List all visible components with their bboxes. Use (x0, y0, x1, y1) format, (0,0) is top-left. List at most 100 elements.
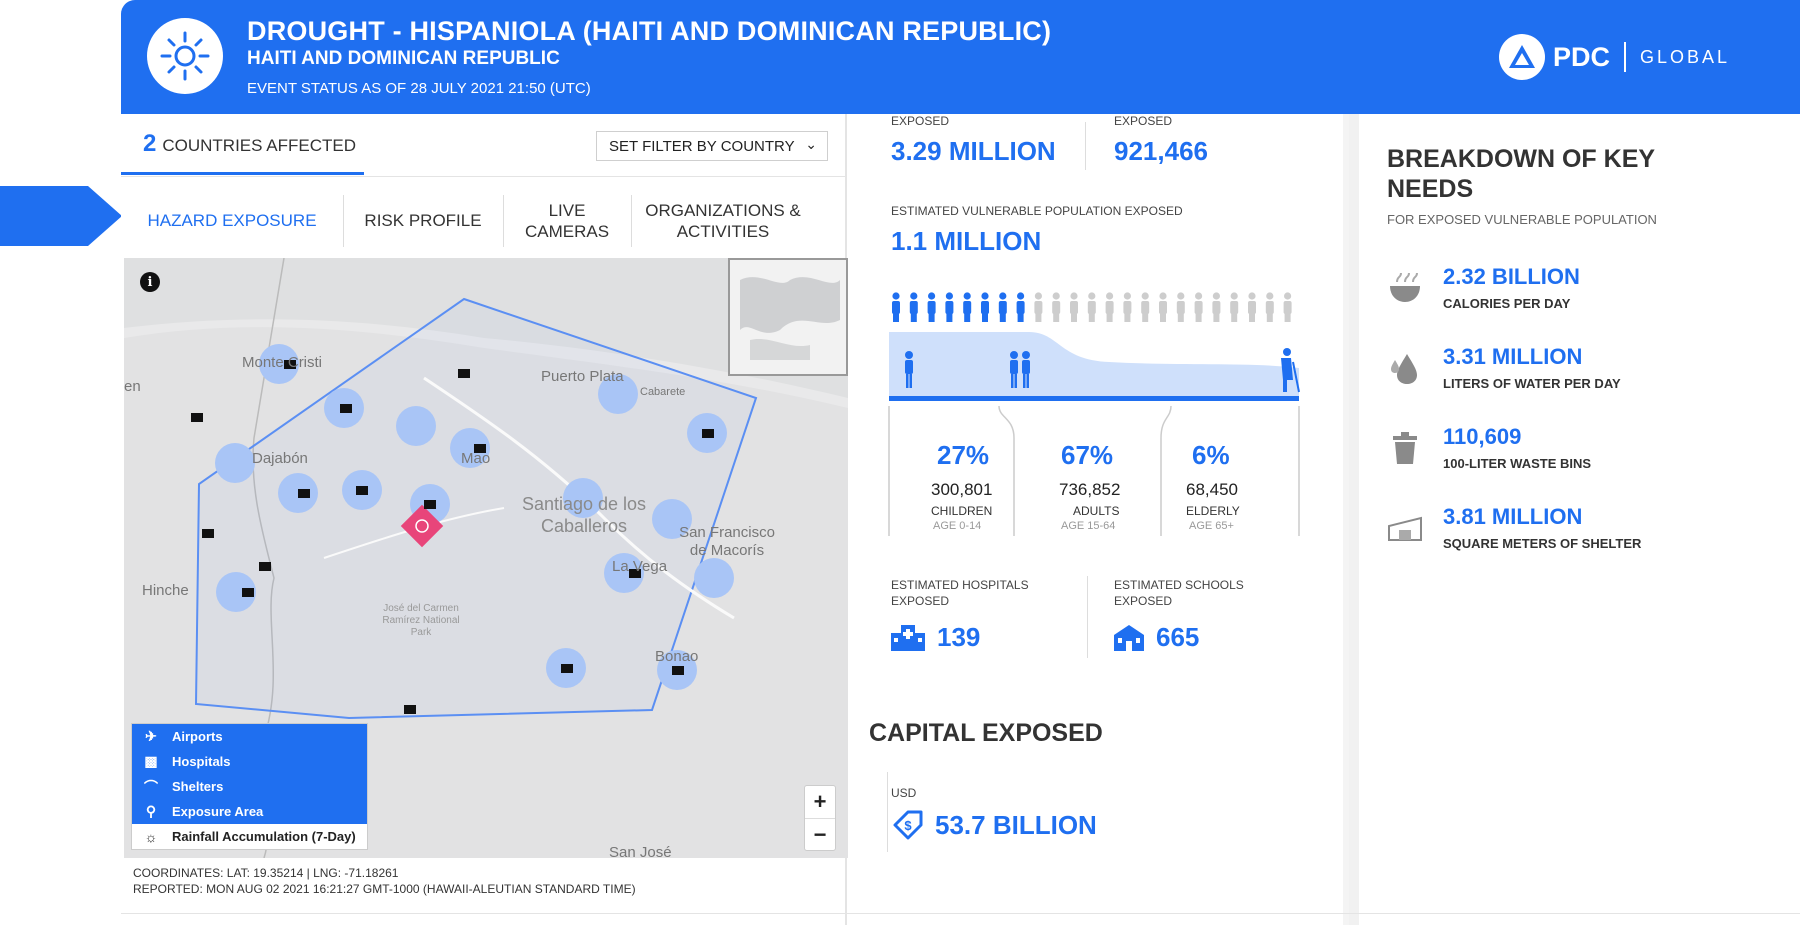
exposure-panel: EXPOSED 3.29 MILLION EXPOSED 921,466 EST… (849, 114, 1459, 925)
adults-percent: 67% (1061, 440, 1114, 470)
rainfall-icon: ☼ (144, 828, 158, 845)
person-figure-icon (1283, 292, 1292, 322)
map-label-monte-cristi: Monte Cristi (242, 354, 323, 371)
tab-live-cameras[interactable]: LIVE CAMERAS (524, 200, 610, 241)
zoom-out-button[interactable]: − (805, 818, 835, 850)
zoom-in-button[interactable]: + (813, 789, 827, 814)
airplane-icon: ✈ (145, 728, 157, 744)
key-needs-title: BREAKDOWN OF KEY NEEDS (1387, 145, 1655, 203)
countries-affected[interactable]: 2 COUNTRIES AFFECTED (143, 130, 356, 158)
chevron-down-icon: ⌄ (805, 136, 817, 152)
person-figure-icon (892, 292, 900, 322)
children-percent: 27% (937, 440, 990, 470)
shelter-icon (1388, 516, 1422, 541)
svg-text:$: $ (904, 818, 912, 833)
pdc-global-logo[interactable]: PDC GLOBAL (1498, 34, 1730, 80)
children-label: CHILDREN (931, 504, 993, 518)
map-label-san-francisco: San Francisco de Macorís (679, 524, 775, 559)
legend-label: Shelters (172, 779, 224, 794)
need-shelter-value: 3.81 MILLION (1443, 504, 1583, 529)
drought-sun-icon (147, 18, 223, 94)
schools-exposed-label: ESTIMATED SCHOOLS EXPOSED (1114, 578, 1244, 608)
legend-label: Airports (172, 729, 223, 744)
elderly-age: AGE 65+ (1189, 520, 1234, 532)
panel-scrollbar[interactable] (1343, 114, 1349, 925)
person-figure-icon (1087, 292, 1096, 322)
need-calories-value: 2.32 BILLION (1443, 264, 1580, 289)
country-filter-select[interactable]: SET FILTER BY COUNTRY ⌄ (596, 131, 828, 161)
person-figure-icon (963, 292, 972, 322)
legend-exposure-area[interactable]: ⚲ Exposure Area (132, 799, 367, 824)
need-shelter: 3.81 MILLION SQUARE METERS OF SHELTER (1387, 504, 1787, 554)
schools-exposed: 665 (1114, 622, 1199, 653)
person-figure-icon (998, 292, 1007, 322)
person-figure-icon (909, 292, 918, 322)
hospital-icon: ▩ (144, 753, 158, 769)
countries-underline (121, 172, 364, 175)
tab-divider (631, 195, 632, 247)
countries-label: COUNTRIES AFFECTED (162, 136, 356, 155)
adults-age: AGE 15-64 (1061, 520, 1116, 532)
event-subtitle: HAITI AND DOMINICAN REPUBLIC (247, 48, 560, 69)
adults-count: 736,852 (1059, 480, 1121, 499)
person-figure-icon (1159, 292, 1167, 322)
shelter-icon: ⌒ (144, 778, 158, 795)
need-waste-bins-value: 110,609 (1443, 424, 1522, 449)
need-waste-bins-label: 100-LITER WASTE BINS (1443, 456, 1592, 471)
elderly-count: 68,450 (1186, 480, 1238, 499)
legend-airports[interactable]: ✈ Airports (132, 724, 367, 749)
person-figure-icon (1230, 292, 1239, 322)
info-icon[interactable]: i (140, 272, 160, 292)
legend-shelters[interactable]: ⌒ Shelters (132, 774, 367, 799)
key-needs-subtitle: FOR EXPOSED VULNERABLE POPULATION (1387, 212, 1657, 227)
countries-count: 2 (143, 130, 157, 157)
hospitals-exposed-label: ESTIMATED HOSPITALS EXPOSED (891, 578, 1029, 608)
event-status: EVENT STATUS AS OF 28 JULY 2021 21:50 (U… (247, 80, 591, 97)
person-figure-icon (1176, 292, 1185, 322)
legend-hospitals[interactable]: ▩ Hospitals (132, 749, 367, 774)
school-building-icon (1114, 624, 1144, 651)
filter-label: SET FILTER BY COUNTRY (609, 137, 795, 155)
population-pictogram (889, 292, 1300, 401)
person-figure-icon (945, 292, 954, 322)
legend-label: Rainfall Accumulation (7-Day) (172, 829, 356, 844)
stat-divider (1085, 122, 1086, 170)
tab-risk-profile[interactable]: RISK PROFILE (364, 211, 482, 231)
map-label-santiago: Santiago de los Caballeros (521, 494, 647, 536)
person-figure-icon (1141, 292, 1150, 322)
need-shelter-label: SQUARE METERS OF SHELTER (1443, 536, 1642, 551)
waste-bin-icon (1393, 432, 1417, 464)
callout-arrow (0, 186, 122, 246)
person-figure-icon (1265, 292, 1274, 322)
person-figure-icon (981, 292, 989, 322)
overview-minimap[interactable] (728, 258, 848, 376)
group-connectors (888, 405, 1300, 536)
money-tag-icon: $ (893, 810, 923, 840)
need-calories-label: CALORIES PER DAY (1443, 296, 1571, 311)
hazard-map[interactable]: en Monte Cristi Puerto Plata Cabarete Da… (124, 258, 848, 858)
brand-divider (1623, 42, 1626, 72)
legend-rainfall[interactable]: ☼ Rainfall Accumulation (7-Day) (132, 824, 367, 849)
hospital-building-icon (891, 624, 925, 651)
need-water-label: LITERS OF WATER PER DAY (1443, 376, 1621, 391)
map-label-la-vega: La Vega (612, 558, 668, 575)
event-title: DROUGHT - HISPANIOLA (HAITI AND DOMINICA… (247, 16, 1052, 46)
person-figure-icon (1248, 292, 1256, 322)
schools-exposed-value: 665 (1156, 622, 1200, 652)
legend-label: Hospitals (172, 754, 231, 769)
capital-exposed: $ 53.7 BILLION (891, 808, 1097, 842)
person-figure-icon (1016, 292, 1025, 322)
tab-divider (343, 195, 344, 247)
tab-organizations-activities[interactable]: ORGANIZATIONS & ACTIVITIES (645, 200, 801, 241)
map-label-puerto-plata: Puerto Plata (541, 368, 624, 385)
need-waste-bins: 110,609 100-LITER WASTE BINS (1387, 424, 1787, 474)
vulnerable-population-label: ESTIMATED VULNERABLE POPULATION EXPOSED (891, 204, 1183, 218)
left-panel: 2 COUNTRIES AFFECTED SET FILTER BY COUNTR… (121, 114, 847, 925)
pdc-logo-mark-icon (1498, 34, 1545, 80)
water-drops-icon (1391, 354, 1417, 384)
map-legend: ✈ Airports ▩ Hospitals ⌒ Shelters ⚲ Expo… (131, 723, 368, 850)
need-water: 3.31 MILLION LITERS OF WATER PER DAY (1387, 344, 1787, 394)
stat-divider (1087, 576, 1088, 658)
reported-text: REPORTED: MON AUG 02 2021 16:21:27 GMT-1… (133, 881, 636, 896)
tab-hazard-exposure[interactable]: HAZARD EXPOSURE (147, 211, 317, 231)
